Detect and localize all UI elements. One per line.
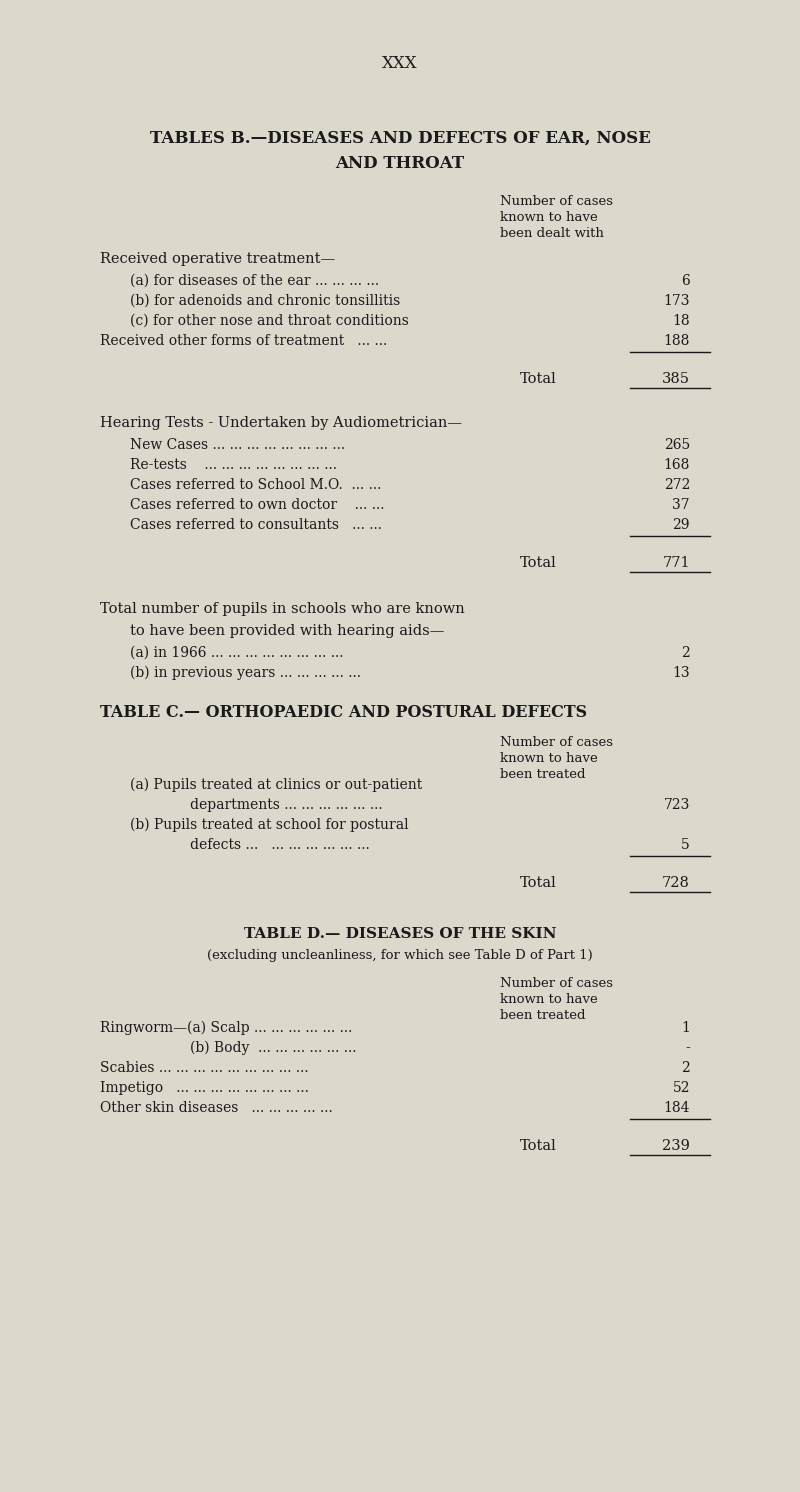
Text: known to have: known to have xyxy=(500,210,598,224)
Text: Total number of pupils in schools who are known: Total number of pupils in schools who ar… xyxy=(100,601,465,616)
Text: TABLE D.— DISEASES OF THE SKIN: TABLE D.— DISEASES OF THE SKIN xyxy=(244,927,556,941)
Text: XXX: XXX xyxy=(382,55,418,72)
Text: known to have: known to have xyxy=(500,752,598,765)
Text: been dealt with: been dealt with xyxy=(500,227,604,240)
Text: Cases referred to own doctor    ... ...: Cases referred to own doctor ... ... xyxy=(130,498,385,512)
Text: Number of cases: Number of cases xyxy=(500,195,613,207)
Text: 168: 168 xyxy=(664,458,690,471)
Text: Total: Total xyxy=(520,1138,557,1153)
Text: 5: 5 xyxy=(682,839,690,852)
Text: 385: 385 xyxy=(662,372,690,386)
Text: (a) Pupils treated at clinics or out-patient: (a) Pupils treated at clinics or out-pat… xyxy=(130,777,422,792)
Text: 13: 13 xyxy=(672,665,690,680)
Text: 18: 18 xyxy=(672,313,690,328)
Text: 173: 173 xyxy=(663,294,690,307)
Text: New Cases ... ... ... ... ... ... ... ...: New Cases ... ... ... ... ... ... ... ..… xyxy=(130,439,345,452)
Text: Cases referred to consultants   ... ...: Cases referred to consultants ... ... xyxy=(130,518,382,533)
Text: Other skin diseases   ... ... ... ... ...: Other skin diseases ... ... ... ... ... xyxy=(100,1101,333,1115)
Text: (b) Pupils treated at school for postural: (b) Pupils treated at school for postura… xyxy=(130,818,409,833)
Text: 2: 2 xyxy=(682,1061,690,1076)
Text: TABLES B.—DISEASES AND DEFECTS OF EAR, NOSE: TABLES B.—DISEASES AND DEFECTS OF EAR, N… xyxy=(150,130,650,148)
Text: been treated: been treated xyxy=(500,1009,586,1022)
Text: (b) Body  ... ... ... ... ... ...: (b) Body ... ... ... ... ... ... xyxy=(190,1041,357,1055)
Text: 2: 2 xyxy=(682,646,690,659)
Text: 272: 272 xyxy=(664,477,690,492)
Text: been treated: been treated xyxy=(500,768,586,780)
Text: 6: 6 xyxy=(682,275,690,288)
Text: Received operative treatment—: Received operative treatment— xyxy=(100,252,335,266)
Text: 771: 771 xyxy=(662,557,690,570)
Text: TABLE C.— ORTHOPAEDIC AND POSTURAL DEFECTS: TABLE C.— ORTHOPAEDIC AND POSTURAL DEFEC… xyxy=(100,704,587,721)
Text: -: - xyxy=(686,1041,690,1055)
Text: (a) for diseases of the ear ... ... ... ...: (a) for diseases of the ear ... ... ... … xyxy=(130,275,379,288)
Text: Received other forms of treatment   ... ...: Received other forms of treatment ... ..… xyxy=(100,334,387,348)
Text: Total: Total xyxy=(520,876,557,891)
Text: Total: Total xyxy=(520,557,557,570)
Text: (b) for adenoids and chronic tonsillitis: (b) for adenoids and chronic tonsillitis xyxy=(130,294,400,307)
Text: Number of cases: Number of cases xyxy=(500,977,613,991)
Text: (c) for other nose and throat conditions: (c) for other nose and throat conditions xyxy=(130,313,409,328)
Text: 37: 37 xyxy=(672,498,690,512)
Text: 239: 239 xyxy=(662,1138,690,1153)
Text: departments ... ... ... ... ... ...: departments ... ... ... ... ... ... xyxy=(190,798,382,812)
Text: AND THROAT: AND THROAT xyxy=(335,155,465,172)
Text: Hearing Tests - Undertaken by Audiometrician—: Hearing Tests - Undertaken by Audiometri… xyxy=(100,416,462,430)
Text: Total: Total xyxy=(520,372,557,386)
Text: Re-tests    ... ... ... ... ... ... ... ...: Re-tests ... ... ... ... ... ... ... ... xyxy=(130,458,337,471)
Text: Ringworm—(a) Scalp ... ... ... ... ... ...: Ringworm—(a) Scalp ... ... ... ... ... .… xyxy=(100,1021,352,1035)
Text: (excluding uncleanliness, for which see Table D of Part 1): (excluding uncleanliness, for which see … xyxy=(207,949,593,962)
Text: Number of cases: Number of cases xyxy=(500,736,613,749)
Text: 184: 184 xyxy=(663,1101,690,1115)
Text: Cases referred to School M.O.  ... ...: Cases referred to School M.O. ... ... xyxy=(130,477,382,492)
Text: Scabies ... ... ... ... ... ... ... ... ...: Scabies ... ... ... ... ... ... ... ... … xyxy=(100,1061,309,1076)
Text: 265: 265 xyxy=(664,439,690,452)
Text: 188: 188 xyxy=(664,334,690,348)
Text: to have been provided with hearing aids—: to have been provided with hearing aids— xyxy=(130,624,444,639)
Text: (b) in previous years ... ... ... ... ...: (b) in previous years ... ... ... ... ..… xyxy=(130,665,361,680)
Text: 1: 1 xyxy=(681,1021,690,1035)
Text: 728: 728 xyxy=(662,876,690,891)
Text: 29: 29 xyxy=(673,518,690,533)
Text: defects ...   ... ... ... ... ... ...: defects ... ... ... ... ... ... ... xyxy=(190,839,370,852)
Text: known to have: known to have xyxy=(500,994,598,1006)
Text: Impetigo   ... ... ... ... ... ... ... ...: Impetigo ... ... ... ... ... ... ... ... xyxy=(100,1082,309,1095)
Text: (a) in 1966 ... ... ... ... ... ... ... ...: (a) in 1966 ... ... ... ... ... ... ... … xyxy=(130,646,343,659)
Text: 723: 723 xyxy=(664,798,690,812)
Text: 52: 52 xyxy=(673,1082,690,1095)
